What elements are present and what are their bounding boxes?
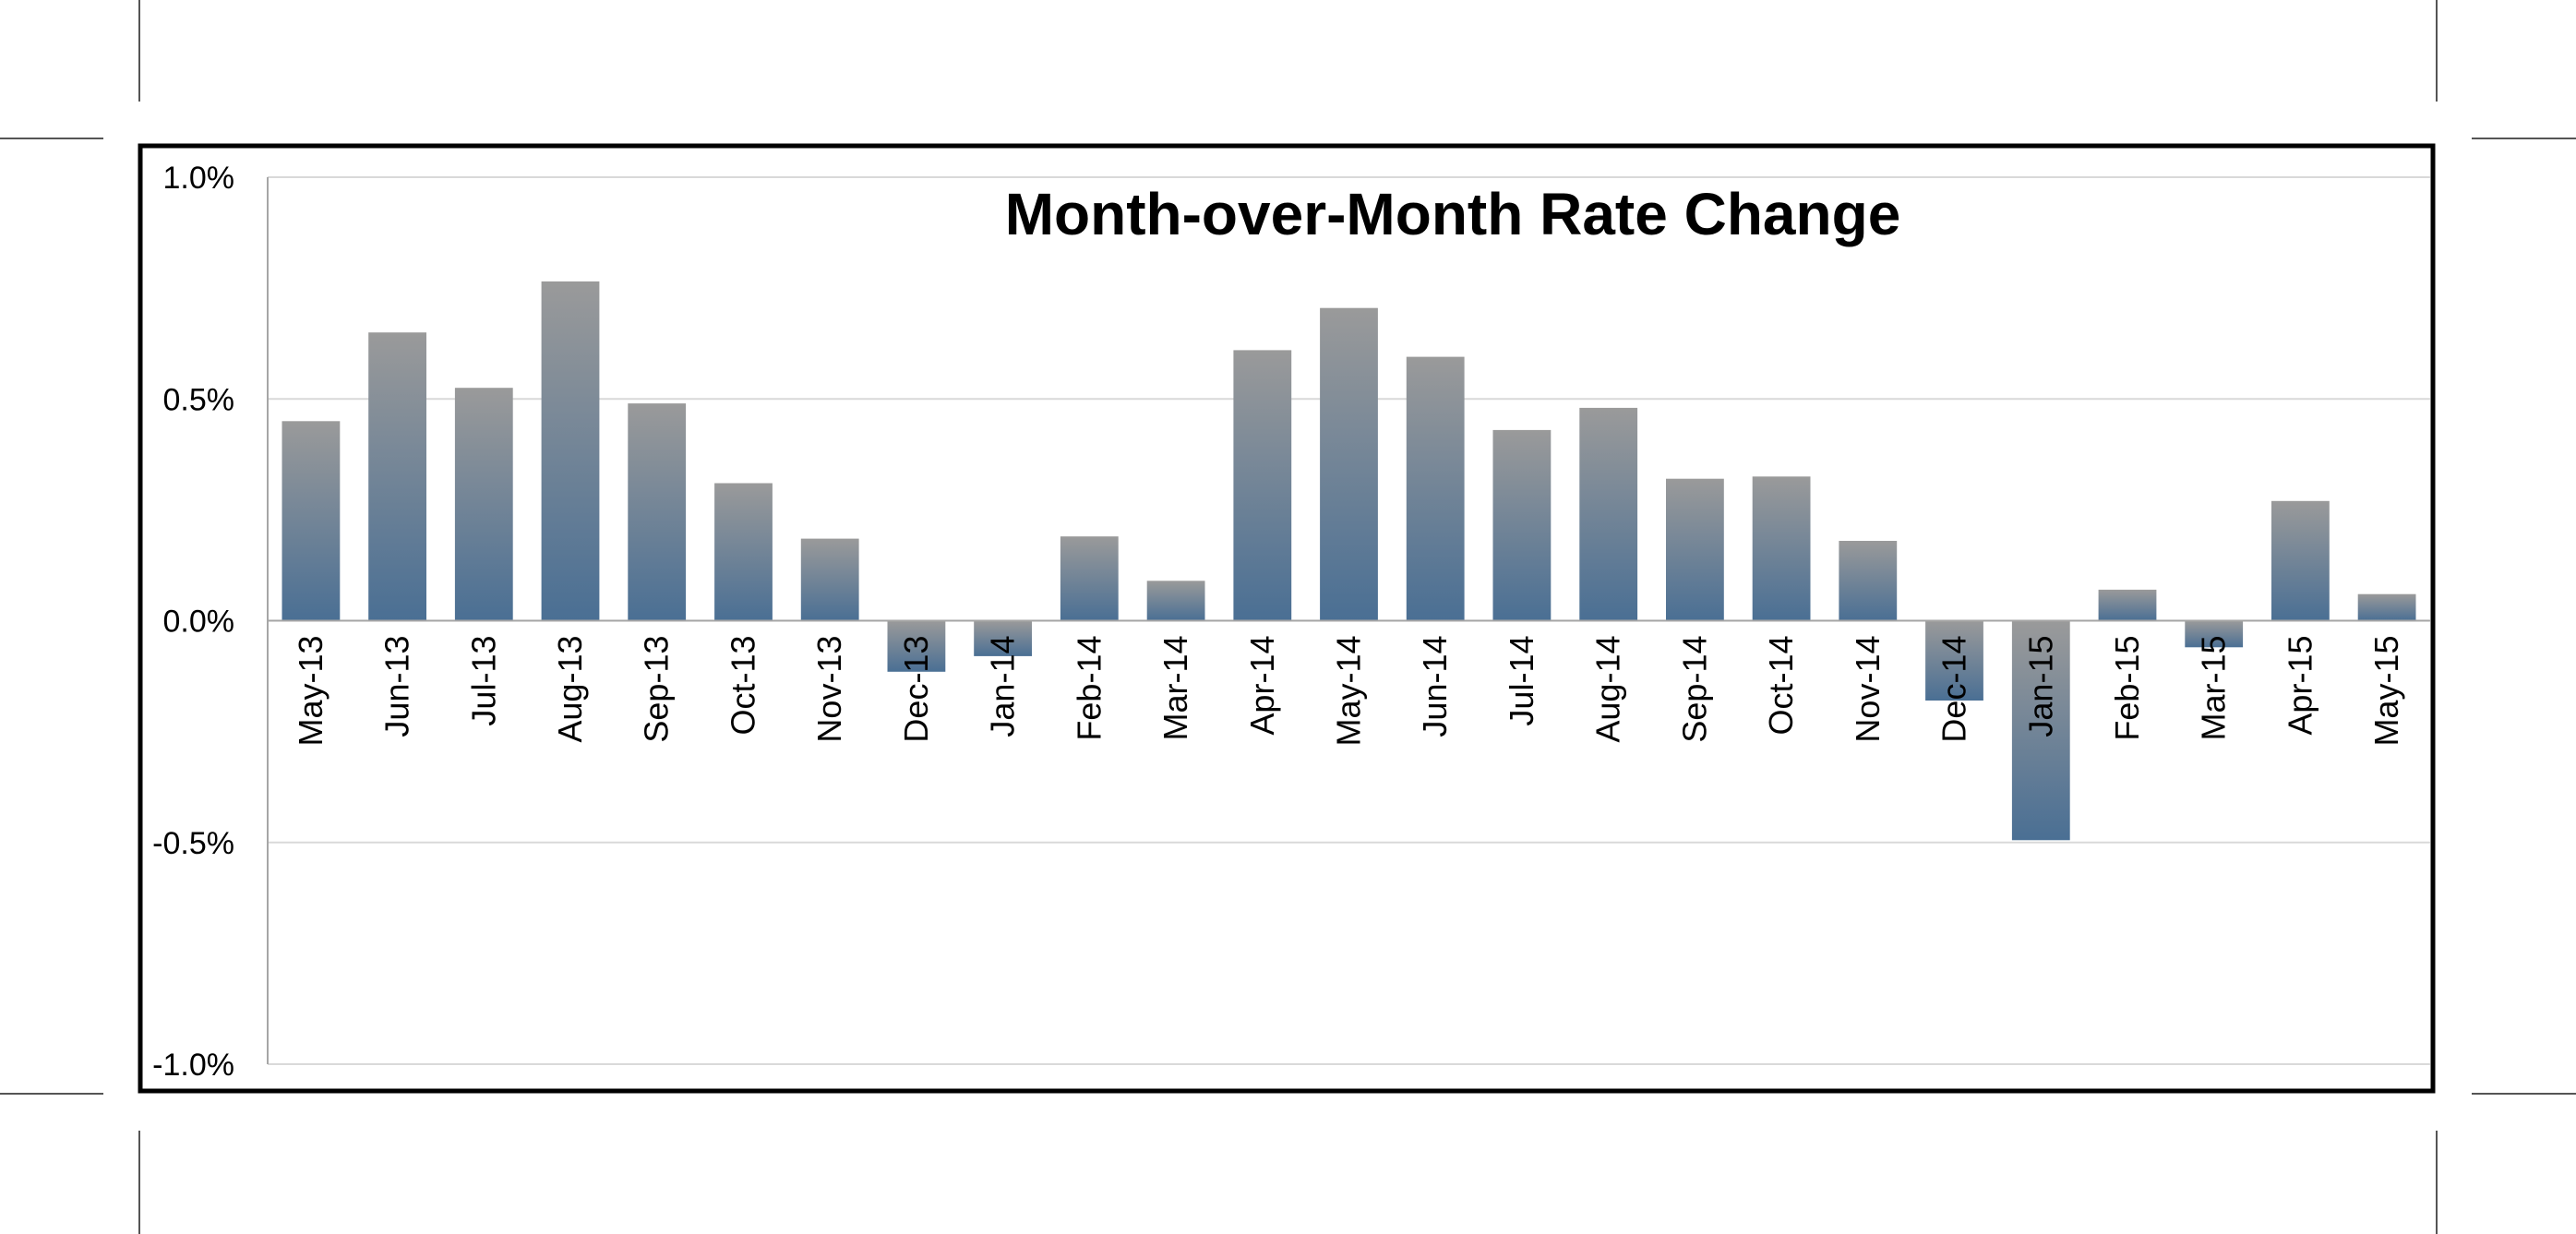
bar	[1752, 476, 1811, 621]
bar	[1060, 536, 1119, 621]
x-tick-label: Dec-13	[897, 636, 935, 743]
bar	[368, 332, 426, 621]
x-tick-label: Jan-14	[984, 636, 1022, 737]
x-tick-label: Jul-14	[1503, 636, 1540, 726]
x-tick-label: Mar-14	[1156, 636, 1194, 741]
x-tick-label: Aug-14	[1589, 636, 1627, 743]
bar	[1579, 407, 1638, 621]
x-tick-label: Jan-15	[2021, 636, 2059, 737]
bar	[714, 483, 773, 621]
bar	[628, 403, 687, 621]
x-tick-label: Mar-15	[2195, 636, 2233, 741]
x-tick-label: Sep-14	[1675, 636, 1713, 743]
x-tick-label: Sep-13	[638, 636, 676, 743]
x-tick-label: Jun-13	[378, 636, 416, 737]
bar	[2011, 620, 2070, 841]
x-tick-label: Jul-13	[464, 636, 502, 726]
y-tick-label: 0.5%	[163, 382, 235, 417]
x-tick-label: Oct-13	[724, 636, 761, 736]
x-tick-label: Nov-13	[810, 635, 848, 742]
bar	[887, 620, 946, 672]
x-tick-label: Dec-14	[1935, 636, 1973, 743]
y-axis-ticks: 1.0% 0.5% 0.0% -0.5% -1.0%	[152, 161, 234, 1083]
bar	[2357, 593, 2416, 621]
bar	[1233, 350, 1292, 621]
y-tick-label: -1.0%	[152, 1048, 234, 1083]
bar	[1839, 541, 1898, 621]
x-tick-label: May-13	[292, 636, 329, 747]
y-tick-label: 1.0%	[163, 161, 235, 196]
bar	[800, 538, 859, 621]
x-axis-labels: May-13 Jun-13 Jul-13 Aug-13 Sep-13 Oct-13 Nov-…	[292, 635, 2405, 746]
bar	[2271, 500, 2330, 621]
bar	[2098, 589, 2157, 621]
bar	[1146, 581, 1205, 621]
bar	[1492, 429, 1552, 621]
bar	[541, 281, 600, 621]
chart-title: Month-over-Month Rate Change	[1005, 181, 1901, 247]
x-tick-label: Feb-15	[2108, 636, 2146, 741]
x-tick-label: Apr-15	[2281, 636, 2318, 736]
x-tick-label: May-15	[2367, 636, 2405, 747]
x-tick-label: Jun-14	[1416, 636, 1454, 737]
bar	[974, 620, 1032, 656]
bar	[1320, 307, 1378, 621]
bar	[2185, 620, 2244, 648]
bar	[1666, 478, 1724, 621]
x-tick-label: Aug-13	[551, 636, 589, 743]
bar	[282, 421, 341, 621]
x-tick-label: May-14	[1330, 636, 1368, 747]
bar	[454, 388, 513, 621]
y-tick-label: -0.5%	[152, 826, 234, 861]
x-tick-label: Nov-14	[1849, 635, 1887, 742]
x-tick-label: Apr-14	[1243, 636, 1281, 736]
bar	[1406, 356, 1465, 621]
bars	[282, 281, 2416, 841]
y-tick-label: 0.0%	[163, 605, 235, 640]
x-tick-label: Oct-14	[1762, 636, 1800, 736]
bar	[1925, 620, 1983, 701]
x-tick-label: Feb-14	[1070, 636, 1108, 741]
